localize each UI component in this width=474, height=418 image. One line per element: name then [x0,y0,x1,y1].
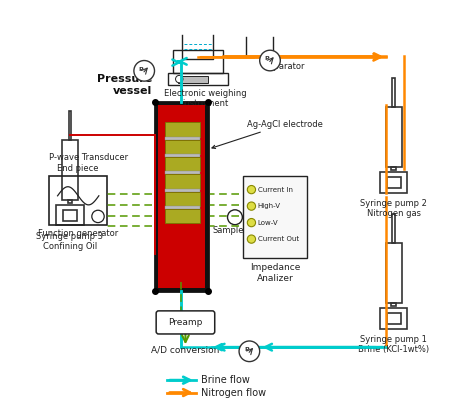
Circle shape [247,202,255,210]
Text: P-wave Transducer: P-wave Transducer [49,153,128,162]
Circle shape [239,341,260,362]
FancyBboxPatch shape [165,137,200,140]
FancyBboxPatch shape [165,206,200,209]
Text: P: P [139,67,144,72]
Text: Pressure
vessel: Pressure vessel [97,74,153,96]
FancyBboxPatch shape [178,76,208,83]
FancyBboxPatch shape [165,140,200,154]
Text: Ag-AgCl electrode: Ag-AgCl electrode [212,120,323,148]
FancyBboxPatch shape [165,154,200,157]
Text: Syringe pump 3
Confining Oil: Syringe pump 3 Confining Oil [36,232,103,251]
Text: P: P [244,347,248,352]
Text: Function generator: Function generator [38,229,118,238]
FancyBboxPatch shape [165,171,200,174]
FancyBboxPatch shape [165,192,200,206]
Text: Impedance
Analizer: Impedance Analizer [250,263,301,283]
Text: End piece: End piece [57,164,99,173]
FancyBboxPatch shape [165,157,200,171]
Text: Electronic weighing
instrument: Electronic weighing instrument [164,89,246,108]
Text: Brine flow: Brine flow [201,375,250,385]
Text: Syringe pump 2
Nitrogen gas: Syringe pump 2 Nitrogen gas [360,199,427,218]
Circle shape [260,50,280,71]
FancyBboxPatch shape [158,105,205,288]
FancyBboxPatch shape [156,311,215,334]
FancyBboxPatch shape [243,176,307,258]
FancyBboxPatch shape [165,122,200,137]
Text: Low-V: Low-V [258,219,278,226]
Circle shape [247,235,255,243]
FancyBboxPatch shape [165,174,200,189]
Circle shape [134,61,155,81]
Circle shape [247,219,255,227]
Text: Nitrogen flow: Nitrogen flow [201,387,266,398]
Text: Separator: Separator [264,62,305,71]
Circle shape [175,75,183,83]
FancyBboxPatch shape [165,189,200,192]
Text: Sample: Sample [212,226,244,235]
Text: A/D conversion: A/D conversion [151,345,219,354]
Text: P: P [264,56,269,61]
Circle shape [228,210,242,224]
Text: Preamp: Preamp [168,318,202,327]
Text: Current Out: Current Out [258,236,299,242]
Text: Current In: Current In [258,186,292,193]
FancyBboxPatch shape [155,102,208,291]
Text: Syringe pump 1
Brine (KCl-1wt%): Syringe pump 1 Brine (KCl-1wt%) [358,335,429,354]
Circle shape [247,186,255,194]
FancyBboxPatch shape [165,209,200,224]
Text: High-V: High-V [258,203,281,209]
